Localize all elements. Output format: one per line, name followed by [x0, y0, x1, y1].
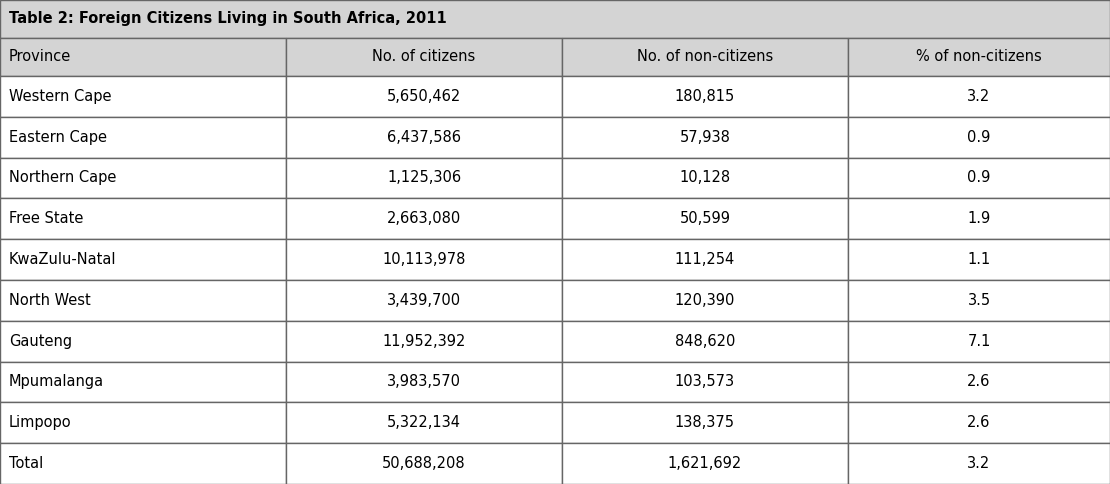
Bar [562, 239, 848, 280]
Text: No. of citizens: No. of citizens [372, 49, 476, 64]
Bar [562, 402, 848, 443]
Bar [286, 158, 562, 198]
Bar [286, 198, 562, 239]
Text: 1.1: 1.1 [968, 252, 990, 267]
Bar [562, 76, 848, 117]
Text: 3.2: 3.2 [968, 89, 990, 104]
Bar [562, 117, 848, 158]
Bar [286, 321, 562, 362]
Bar [0, 321, 286, 362]
Bar [0, 0, 1110, 38]
Text: No. of non-citizens: No. of non-citizens [637, 49, 773, 64]
Text: Limpopo: Limpopo [9, 415, 71, 430]
Text: Total: Total [9, 456, 43, 471]
Bar [848, 198, 1110, 239]
Bar [286, 362, 562, 402]
Text: 3,983,570: 3,983,570 [387, 375, 461, 390]
Text: 1,621,692: 1,621,692 [668, 456, 741, 471]
Text: 2.6: 2.6 [967, 375, 991, 390]
Bar [286, 239, 562, 280]
Text: Table 2: Foreign Citizens Living in South Africa, 2011: Table 2: Foreign Citizens Living in Sout… [9, 12, 446, 27]
Text: 138,375: 138,375 [675, 415, 735, 430]
Text: 1,125,306: 1,125,306 [387, 170, 461, 185]
Bar [848, 362, 1110, 402]
Text: Province: Province [9, 49, 71, 64]
Text: 7.1: 7.1 [967, 333, 991, 348]
Bar [848, 443, 1110, 484]
Bar [848, 321, 1110, 362]
Text: 2.6: 2.6 [967, 415, 991, 430]
Text: 2,663,080: 2,663,080 [387, 212, 461, 227]
Bar [0, 280, 286, 321]
Bar [848, 117, 1110, 158]
Text: 848,620: 848,620 [675, 333, 735, 348]
Text: KwaZulu-Natal: KwaZulu-Natal [9, 252, 117, 267]
Text: Western Cape: Western Cape [9, 89, 111, 104]
Bar [286, 38, 562, 76]
Text: 3.5: 3.5 [968, 293, 990, 308]
Text: % of non-citizens: % of non-citizens [916, 49, 1042, 64]
Bar [286, 443, 562, 484]
Bar [286, 402, 562, 443]
Text: 57,938: 57,938 [679, 130, 730, 145]
Text: Gauteng: Gauteng [9, 333, 72, 348]
Bar [286, 117, 562, 158]
Bar [286, 280, 562, 321]
Text: 0.9: 0.9 [967, 130, 991, 145]
Text: 11,952,392: 11,952,392 [382, 333, 466, 348]
Text: Free State: Free State [9, 212, 83, 227]
Text: 103,573: 103,573 [675, 375, 735, 390]
Bar [0, 402, 286, 443]
Bar [0, 76, 286, 117]
Text: 1.9: 1.9 [968, 212, 990, 227]
Text: 3,439,700: 3,439,700 [387, 293, 461, 308]
Text: 50,599: 50,599 [679, 212, 730, 227]
Text: 3.2: 3.2 [968, 456, 990, 471]
Text: 180,815: 180,815 [675, 89, 735, 104]
Bar [562, 158, 848, 198]
Bar [848, 158, 1110, 198]
Text: Northern Cape: Northern Cape [9, 170, 117, 185]
Bar [562, 198, 848, 239]
Text: 5,322,134: 5,322,134 [387, 415, 461, 430]
Text: 6,437,586: 6,437,586 [387, 130, 461, 145]
Text: Mpumalanga: Mpumalanga [9, 375, 104, 390]
Text: 10,128: 10,128 [679, 170, 730, 185]
Text: 5,650,462: 5,650,462 [387, 89, 461, 104]
Bar [562, 362, 848, 402]
Bar [0, 158, 286, 198]
Text: 111,254: 111,254 [675, 252, 735, 267]
Bar [0, 443, 286, 484]
Bar [848, 38, 1110, 76]
Text: 50,688,208: 50,688,208 [382, 456, 466, 471]
Bar [286, 76, 562, 117]
Bar [848, 239, 1110, 280]
Text: 10,113,978: 10,113,978 [382, 252, 466, 267]
Bar [0, 117, 286, 158]
Bar [0, 198, 286, 239]
Bar [848, 76, 1110, 117]
Text: 0.9: 0.9 [967, 170, 991, 185]
Bar [562, 321, 848, 362]
Bar [0, 362, 286, 402]
Bar [562, 38, 848, 76]
Text: North West: North West [9, 293, 91, 308]
Bar [0, 38, 286, 76]
Bar [0, 239, 286, 280]
Bar [562, 280, 848, 321]
Text: Eastern Cape: Eastern Cape [9, 130, 107, 145]
Text: 120,390: 120,390 [675, 293, 735, 308]
Bar [562, 443, 848, 484]
Bar [848, 280, 1110, 321]
Bar [848, 402, 1110, 443]
